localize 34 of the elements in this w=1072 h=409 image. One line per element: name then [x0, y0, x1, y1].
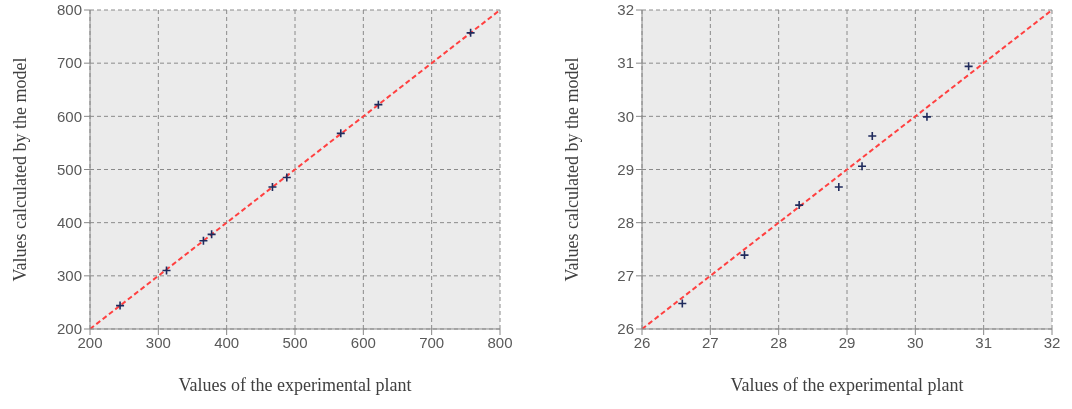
y-tick-label: 700 — [56, 54, 82, 72]
y-tick-label: 30 — [617, 107, 634, 125]
y-tick-label: 27 — [617, 267, 634, 285]
point — [922, 112, 932, 122]
x-axis-title: Values of the experimental plant — [178, 375, 412, 395]
y-tick-label: 300 — [56, 267, 82, 285]
point — [834, 182, 844, 192]
x-axis-title: Values of the experimental plant — [730, 375, 964, 395]
point — [794, 200, 804, 210]
y-tick-label: 800 — [56, 1, 82, 19]
y-tick-label: 400 — [56, 213, 82, 231]
x-tick-label: 30 — [906, 333, 924, 351]
x-tick-label: 300 — [145, 333, 171, 351]
y-tick-label: 600 — [56, 107, 82, 125]
y-tick-label: 500 — [56, 160, 82, 178]
point — [867, 131, 878, 141]
x-tick-label: 800 — [487, 333, 513, 351]
y-axis-title: Values calculated by the model — [562, 57, 583, 282]
x-tick-label: 32 — [1043, 333, 1061, 351]
y-tick-label: 28 — [617, 213, 634, 231]
x-tick-label: 28 — [770, 333, 788, 351]
y-tick-label: 32 — [617, 1, 634, 19]
x-tick-label: 31 — [975, 333, 993, 351]
x-tick-label: 27 — [701, 333, 719, 351]
x-tick-label: 700 — [419, 333, 445, 351]
y-tick-label: 29 — [617, 160, 634, 178]
x-tick-label: 29 — [838, 333, 856, 351]
x-tick-label: 400 — [214, 333, 240, 351]
x-tick-label: 500 — [282, 333, 308, 351]
y-tick-label: 31 — [617, 54, 634, 72]
x-tick-label: 600 — [350, 333, 376, 351]
x-tick-label: 26 — [633, 333, 651, 351]
y-tick-label: 26 — [617, 320, 634, 338]
y-axis-title: Values calculated by the model — [10, 57, 31, 282]
